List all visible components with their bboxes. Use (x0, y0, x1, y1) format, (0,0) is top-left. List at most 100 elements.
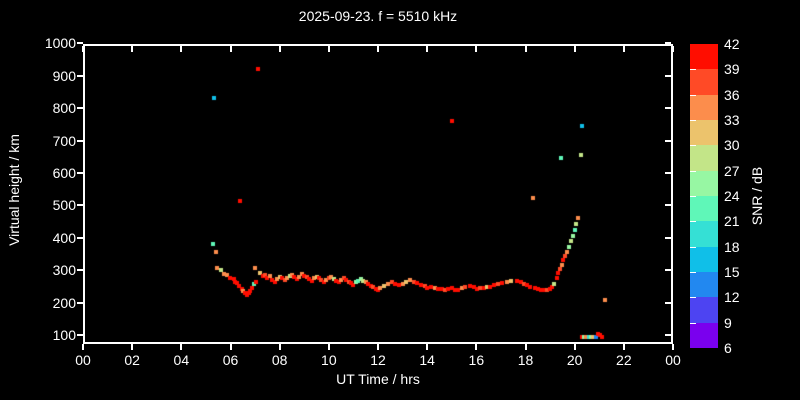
x-tick-top (180, 46, 183, 52)
x-tick-bottom (229, 344, 232, 350)
y-tick-right (665, 236, 671, 239)
y-tick-label: 700 (52, 132, 76, 149)
x-axis-label: UT Time / hrs (336, 371, 420, 387)
colorbar-tick-label: 36 (724, 86, 740, 103)
x-tick-top (82, 46, 84, 52)
x-tick-top (278, 46, 281, 52)
y-tick-right (665, 74, 671, 77)
colorbar-boundary-tick (690, 272, 696, 273)
y-tick-left (77, 269, 83, 272)
colorbar-tick-label: 42 (724, 36, 740, 52)
colorbar-segment (690, 196, 718, 222)
colorbar-segment (690, 246, 718, 272)
x-tick-bottom (131, 344, 134, 350)
x-tick-label: 08 (271, 352, 288, 368)
colorbar-boundary-tick (690, 196, 696, 197)
colorbar-tick-label: 18 (724, 238, 740, 255)
x-tick-bottom (573, 344, 576, 350)
colorbar-boundary-tick (690, 69, 696, 71)
colorbar-boundary-tick (690, 221, 696, 223)
x-tick-label: 18 (517, 352, 534, 368)
y-tick-label: 400 (52, 229, 76, 246)
colorbar-boundary-tick (690, 94, 696, 96)
x-tick-bottom (622, 344, 625, 350)
colorbar-boundary-tick (690, 120, 696, 121)
y-tick-label: 800 (52, 100, 76, 117)
y-tick-left (77, 301, 83, 304)
colorbar-tick-label: 9 (724, 314, 732, 331)
colorbar-tick-label: 27 (724, 162, 740, 179)
colorbar-segment (690, 297, 718, 323)
y-tick-right (665, 171, 671, 174)
y-tick-left (77, 236, 83, 239)
y-tick-right (665, 42, 671, 45)
colorbar-boundary-tick (690, 170, 696, 172)
y-tick-label: 900 (52, 67, 76, 84)
y-tick-left (77, 334, 83, 336)
colorbar-tick-label: 12 (724, 289, 740, 306)
x-tick-bottom (327, 344, 330, 350)
x-tick-top (573, 46, 576, 52)
plot-title: 2025-09-23. f = 5510 kHz (298, 8, 458, 24)
x-tick-top (377, 46, 379, 52)
y-tick-label: 200 (52, 294, 76, 311)
colorbar-boundary-tick (690, 246, 696, 248)
x-tick-label: 20 (566, 352, 583, 368)
x-tick-top (622, 46, 625, 52)
colorbar-boundary-tick (690, 322, 696, 324)
x-tick-top (327, 46, 330, 52)
x-tick-bottom (82, 344, 84, 350)
colorbar-tick-label: 39 (724, 61, 740, 78)
x-tick-bottom (278, 344, 281, 350)
y-tick-right (665, 139, 671, 142)
x-tick-bottom (426, 344, 429, 350)
y-tick-left (77, 42, 83, 45)
x-tick-label: 06 (222, 352, 239, 368)
y-tick-left (77, 204, 83, 207)
y-tick-left (77, 107, 83, 110)
colorbar-tick-label: 30 (724, 137, 740, 154)
y-tick-right (665, 204, 671, 207)
x-tick-label: 10 (321, 352, 337, 368)
x-tick-bottom (475, 344, 478, 350)
x-tick-top (131, 46, 134, 52)
x-tick-top (672, 46, 674, 52)
x-tick-label: 22 (616, 352, 632, 368)
colorbar-tick-label: 6 (724, 340, 732, 356)
y-tick-left (77, 74, 83, 77)
x-tick-label: 16 (468, 352, 485, 368)
colorbar-tick-label: 24 (724, 188, 740, 204)
x-tick-label: 04 (173, 352, 190, 368)
x-tick-label: 14 (419, 352, 435, 368)
y-tick-right (665, 269, 671, 272)
colorbar-tick-label: 33 (724, 112, 740, 128)
x-tick-top (475, 46, 478, 52)
colorbar-segment (690, 120, 718, 146)
x-tick-bottom (180, 344, 183, 350)
y-tick-right (665, 334, 671, 336)
x-tick-bottom (377, 344, 379, 350)
y-tick-right (665, 301, 671, 304)
colorbar-tick-label: 15 (724, 264, 740, 280)
y-tick-label: 600 (52, 164, 76, 181)
x-tick-bottom (672, 344, 674, 350)
colorbar-boundary-tick (690, 145, 696, 147)
y-tick-label: 100 (52, 327, 76, 343)
colorbar-segment (690, 145, 718, 171)
y-tick-label: 1000 (44, 35, 76, 52)
colorbar-segment (690, 94, 718, 120)
y-tick-label: 300 (52, 262, 76, 279)
colorbar-segment (690, 322, 718, 348)
x-tick-label: 00 (75, 352, 91, 368)
y-axis-label: Virtual height / km (6, 134, 22, 246)
colorbar-boundary-tick (690, 297, 696, 299)
x-tick-label: 12 (370, 352, 386, 368)
x-tick-label: 00 (665, 352, 681, 368)
colorbar-segment (690, 221, 718, 247)
x-tick-top (426, 46, 429, 52)
x-tick-top (524, 46, 527, 52)
x-tick-label: 02 (124, 352, 140, 368)
colorbar-segment (690, 170, 718, 196)
